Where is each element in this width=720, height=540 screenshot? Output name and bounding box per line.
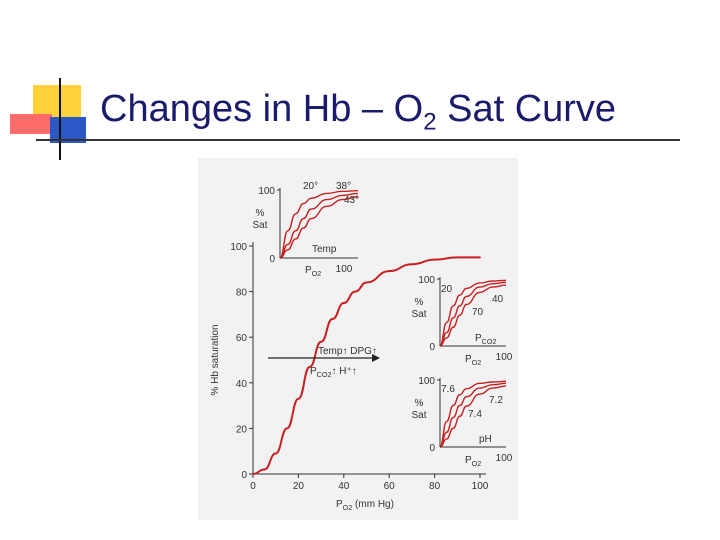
- main-x-tick-label: 60: [384, 481, 396, 492]
- main-curve-point: [286, 427, 288, 430]
- ph-inset-y-tick-label: 0: [429, 443, 435, 454]
- decor-red-bar: [10, 114, 52, 134]
- pco2-inset-y-label-percent: %: [415, 297, 424, 308]
- main-curve-point: [297, 397, 300, 400]
- main-curve-point: [342, 302, 345, 304]
- temp-inset-x-tick-label: 100: [336, 264, 353, 275]
- ph-inset-curve-line: [439, 385, 507, 448]
- slide-title: Changes in Hb – O2 Sat Curve: [100, 88, 616, 137]
- pco2-inset-variable-label: PCO2: [475, 333, 496, 346]
- main-x-tick-label: 80: [429, 481, 441, 492]
- temp-inset-curve-line: [279, 196, 359, 259]
- ph-inset-series-label: 7.6: [441, 384, 455, 395]
- main-curve-point: [411, 263, 413, 266]
- shift-arrow-head: [372, 354, 380, 362]
- pco2-inset-x-tick-label: 100: [496, 352, 513, 363]
- main-x-axis-label: PO2 (mm Hg): [336, 499, 394, 512]
- ph-inset-curve-line: [439, 382, 507, 448]
- figure-background: [198, 158, 518, 520]
- temp-inset-series-label: 20°: [303, 181, 318, 192]
- shift-label-pco2-h: PCO2↑ H⁺↑: [310, 366, 357, 379]
- main-y-tick-label: 80: [236, 288, 248, 299]
- temp-inset-series-label: 43°: [344, 195, 359, 206]
- temp-inset-curve-line: [279, 192, 359, 259]
- pco2-inset-series-label: 70: [472, 307, 484, 318]
- ph-inset-x-tick-label: 100: [496, 453, 513, 464]
- pco2-inset-y-label-sat: Sat: [411, 309, 426, 320]
- ph-inset-series-label: 7.2: [489, 395, 503, 406]
- main-x-tick-label: 0: [250, 481, 256, 492]
- shift-label-temp-dpg: Temp↑ DPG↑: [318, 346, 377, 357]
- pco2-inset-curve-line: [439, 284, 507, 347]
- title-main: Changes in Hb – O: [100, 88, 424, 130]
- pco2-inset-x-label: PO2: [465, 354, 481, 367]
- main-curve-point: [456, 256, 459, 259]
- title-subscript: 2: [423, 108, 437, 136]
- ph-inset-series-label: 7.4: [468, 409, 482, 420]
- pco2-inset-y-tick-label: 0: [429, 342, 435, 353]
- main-y-tick-label: 100: [230, 242, 247, 253]
- decor-vertical-line: [59, 78, 61, 160]
- ph-inset-curve-line: [439, 380, 507, 448]
- ph-inset-x-label: PO2: [465, 455, 481, 468]
- pco2-inset-series-label: 40: [492, 294, 504, 305]
- main-y-tick-label: 40: [236, 379, 248, 390]
- ph-inset-variable-label: pH: [479, 434, 492, 445]
- ph-inset-y-tick-label: 100: [418, 376, 435, 387]
- temp-inset-y-tick-label: 0: [269, 254, 275, 265]
- temp-inset-x-label: PO2: [305, 265, 321, 278]
- main-y-axis-label: % Hb saturation: [210, 324, 221, 395]
- main-y-tick-label: 0: [241, 470, 247, 481]
- main-curve-point: [308, 365, 311, 368]
- main-curve-point: [388, 270, 391, 272]
- pco2-inset-series-label: 20: [441, 284, 453, 295]
- main-x-tick-label: 40: [338, 481, 350, 492]
- main-curve-point: [354, 290, 357, 293]
- main-y-tick-label: 60: [236, 333, 248, 344]
- main-curve-point: [252, 473, 254, 475]
- main-curve-point: [320, 340, 322, 343]
- main-x-tick-label: 100: [472, 481, 489, 492]
- main-x-tick-label: 20: [293, 481, 305, 492]
- pco2-inset-curve-line: [439, 281, 507, 347]
- main-y-tick-label: 20: [236, 424, 248, 435]
- temp-inset-variable-label: Temp: [312, 244, 337, 255]
- temp-inset-y-label-percent: %: [256, 208, 265, 219]
- title-underline: [36, 139, 680, 141]
- ph-inset-y-label-sat: Sat: [411, 410, 426, 421]
- temp-inset-y-label-sat: Sat: [252, 220, 267, 231]
- main-curve-point: [331, 318, 334, 320]
- main-curve-point: [274, 452, 277, 455]
- pco2-inset-y-tick-label: 100: [418, 275, 435, 286]
- main-curve-point: [479, 256, 481, 259]
- main-curve-point: [433, 258, 436, 261]
- title-rest: Sat Curve: [436, 88, 617, 130]
- main-curve-point: [263, 468, 266, 471]
- temp-inset-curve-line: [279, 189, 359, 259]
- main-curve-line: [252, 256, 480, 475]
- main-curve-point: [365, 281, 368, 284]
- temp-inset-series-label: 38°: [336, 181, 351, 192]
- temp-inset-y-tick-label: 100: [258, 186, 275, 197]
- decor-blue-square: [50, 117, 86, 143]
- pco2-inset-curve-line: [439, 279, 507, 347]
- ph-inset-y-label-percent: %: [415, 398, 424, 409]
